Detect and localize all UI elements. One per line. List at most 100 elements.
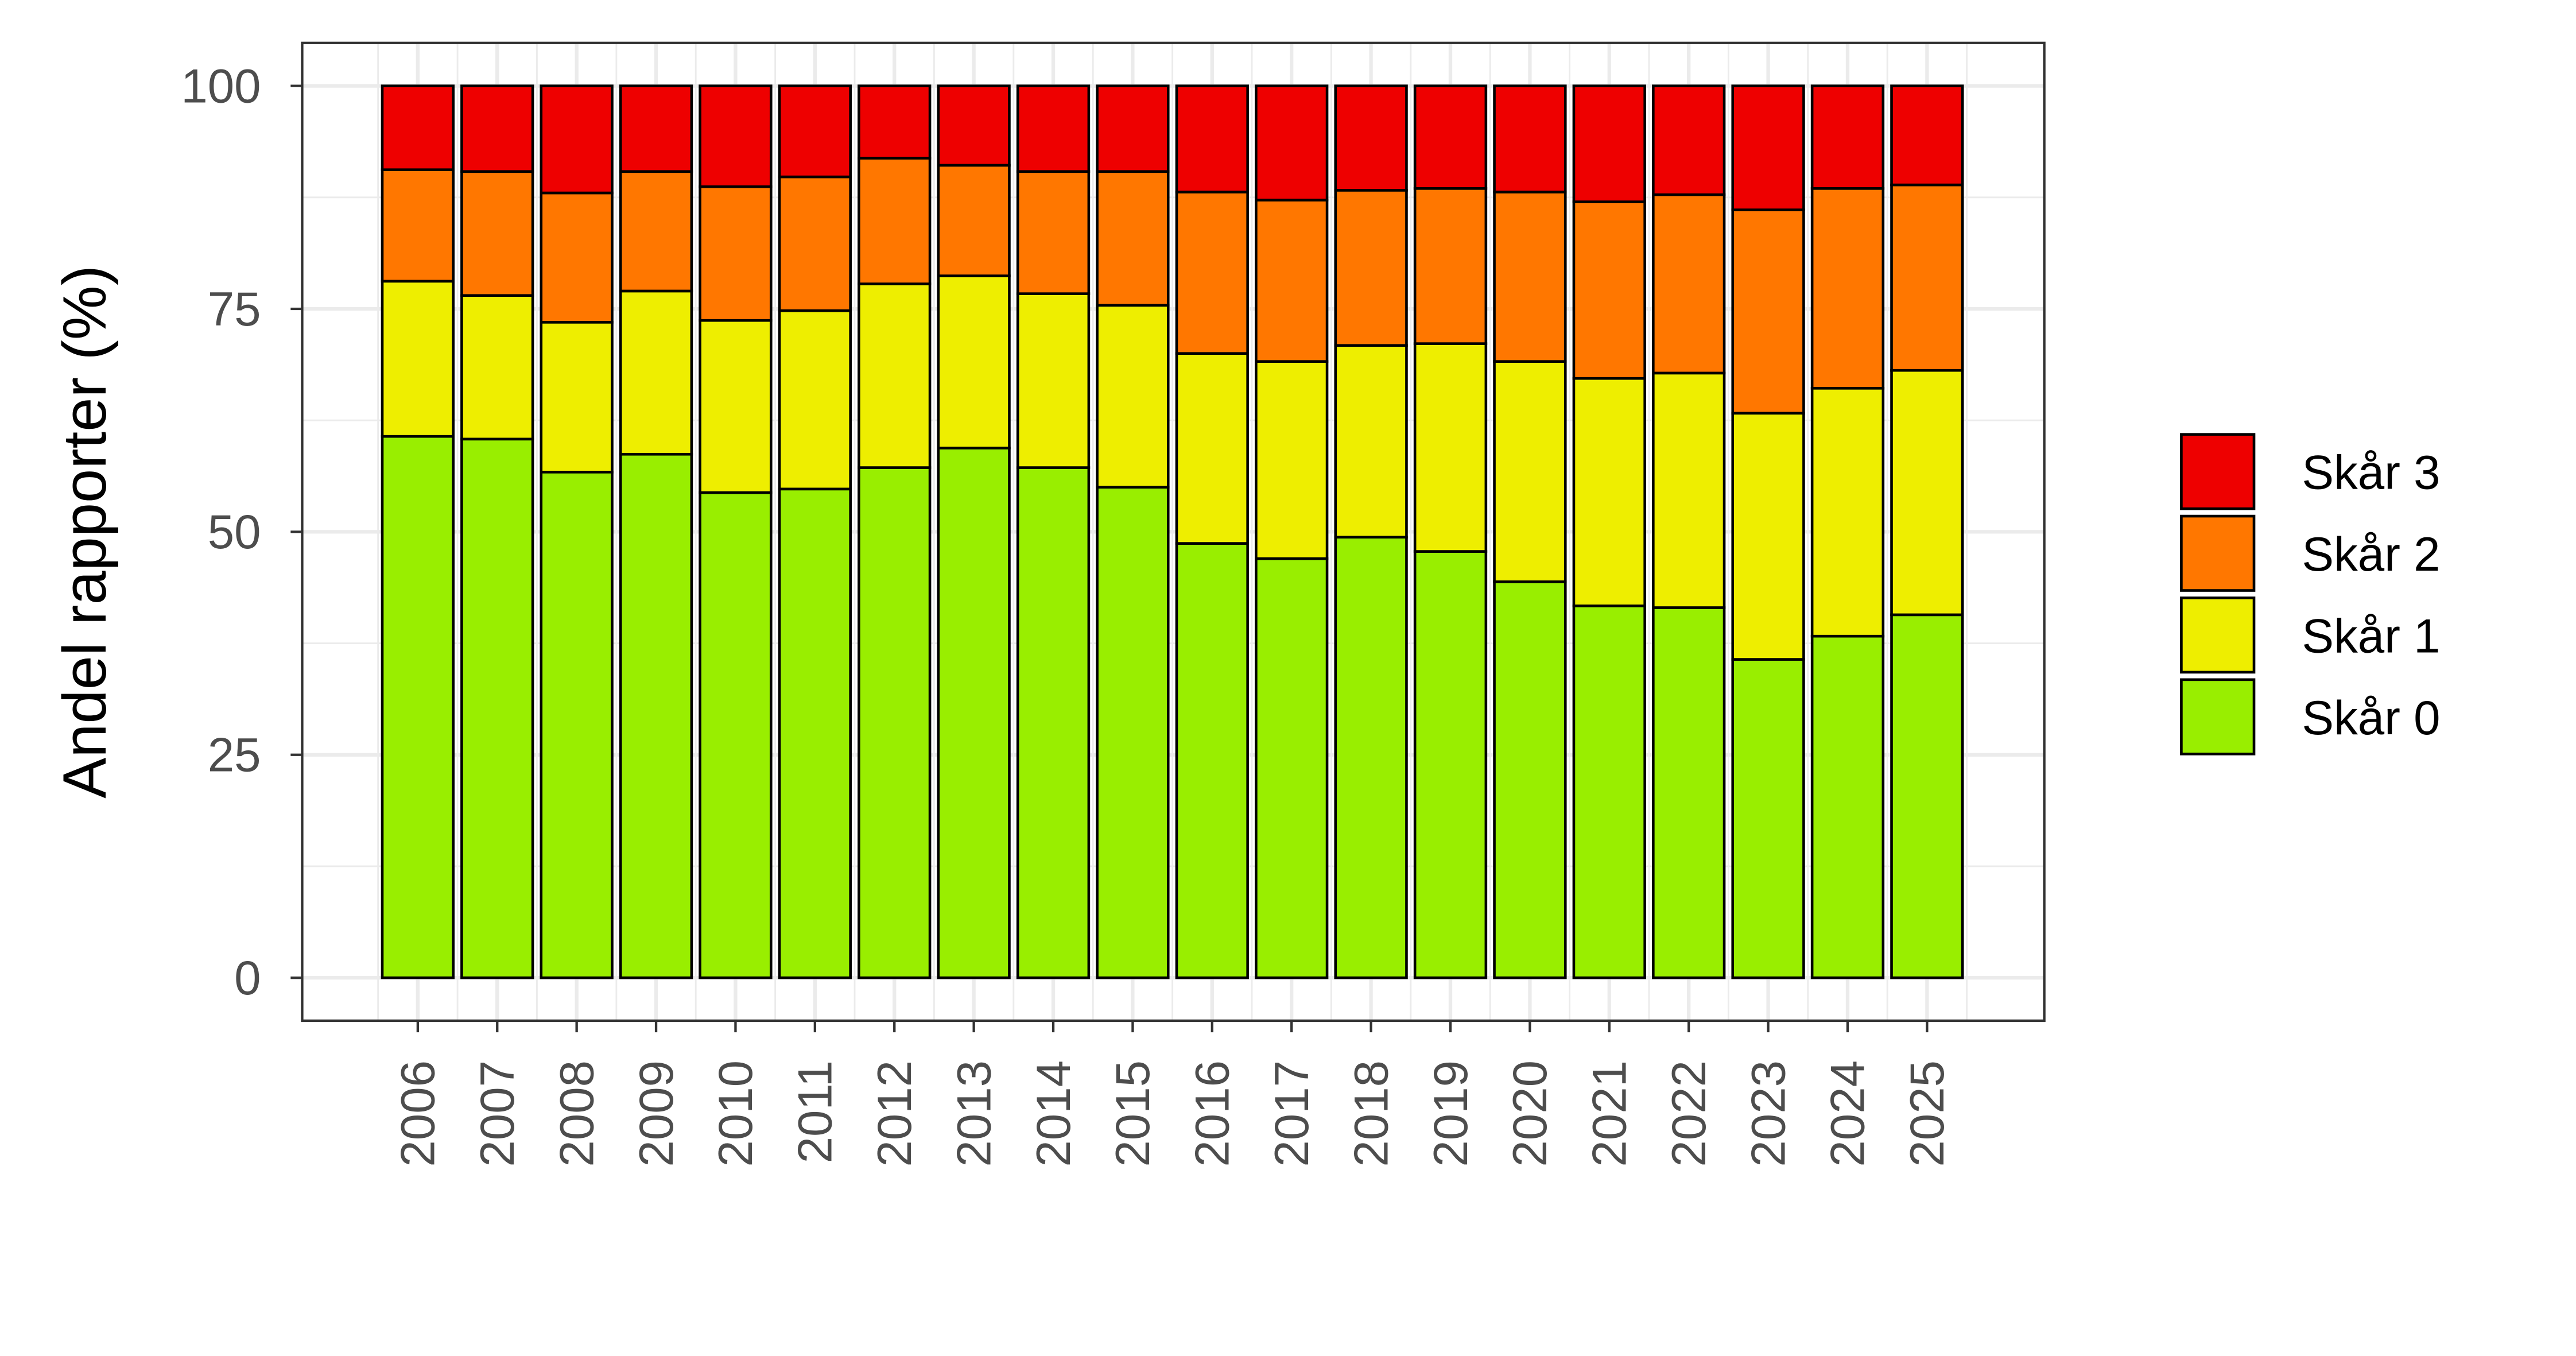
x-tick-label: 2023 <box>1741 1060 1795 1167</box>
legend: Skår 3 Skår 2 Skår 1 Skår 0 <box>2179 432 2441 756</box>
legend-label: Skår 3 <box>2302 445 2440 499</box>
y-tick-label: 0 <box>234 951 261 1005</box>
bar-2010-skår-1 <box>699 319 773 494</box>
bar-2012-skår-0 <box>858 466 932 979</box>
bar-2007-skår-3 <box>460 84 534 173</box>
bar-2014-skår-0 <box>1016 466 1091 979</box>
bar-2013-skår-3 <box>937 84 1011 167</box>
x-tick-label: 2019 <box>1423 1060 1477 1167</box>
legend-label: Skår 2 <box>2302 527 2440 581</box>
x-tick-label: 2025 <box>1900 1060 1954 1167</box>
bar-2009-skår-3 <box>619 84 693 173</box>
bar-2015-skår-0 <box>1096 486 1170 979</box>
x-tick-label: 2012 <box>867 1060 921 1167</box>
x-tick-label: 2008 <box>549 1060 603 1167</box>
bar-2020-skår-3 <box>1493 84 1567 193</box>
bar-2007-skår-1 <box>460 294 534 441</box>
y-tick-label: 75 <box>208 282 261 336</box>
bar-2025-skår-1 <box>1890 369 1964 617</box>
bar-2021-skår-1 <box>1572 377 1646 607</box>
bar-2014-skår-1 <box>1016 292 1091 469</box>
bar-2019-skår-2 <box>1413 187 1488 345</box>
bar-2013-skår-2 <box>937 164 1011 277</box>
bar-2011-skår-2 <box>778 175 852 312</box>
x-tick-label: 2015 <box>1105 1060 1159 1167</box>
x-tick-label: 2014 <box>1026 1060 1080 1167</box>
bar-2021-skår-2 <box>1572 200 1646 380</box>
bar-2014-skår-3 <box>1016 84 1091 173</box>
x-tick-label: 2016 <box>1185 1060 1239 1167</box>
bar-2021-skår-3 <box>1572 84 1646 203</box>
bar-2012-skår-1 <box>858 282 932 469</box>
x-tick-label: 2009 <box>629 1060 683 1167</box>
y-tick-label: 25 <box>208 728 261 782</box>
bar-2008-skår-0 <box>540 471 614 979</box>
bar-2019-skår-1 <box>1413 342 1488 553</box>
bars <box>381 84 1964 979</box>
bar-2010-skår-2 <box>699 185 773 322</box>
bar-2009-skår-2 <box>619 170 693 293</box>
bar-2008-skår-3 <box>540 84 614 195</box>
legend-swatch-skår-3 <box>2180 433 2256 510</box>
bar-2007-skår-0 <box>460 437 534 979</box>
bar-2010-skår-3 <box>699 84 773 188</box>
bar-2017-skår-1 <box>1255 360 1329 560</box>
bar-2016-skår-2 <box>1175 191 1249 355</box>
bar-2018-skår-2 <box>1334 189 1408 347</box>
legend-swatch-skår-1 <box>2180 596 2256 674</box>
legend-label: Skår 1 <box>2302 609 2440 662</box>
x-tick-label: 2020 <box>1503 1060 1557 1167</box>
bar-2016-skår-3 <box>1175 84 1249 193</box>
bar-2024-skår-1 <box>1810 386 1885 638</box>
bar-2015-skår-3 <box>1096 84 1170 173</box>
x-tick-label: 2021 <box>1582 1060 1636 1167</box>
bar-2012-skår-2 <box>858 157 932 285</box>
bar-2024-skår-3 <box>1810 84 1885 190</box>
bar-2013-skår-0 <box>937 447 1011 979</box>
x-tick-label: 2010 <box>708 1060 762 1167</box>
bar-2022-skår-0 <box>1652 606 1726 979</box>
bar-2006-skår-1 <box>381 280 455 438</box>
x-tick-label: 2011 <box>788 1060 842 1163</box>
legend-swatch-skår-2 <box>2180 514 2256 592</box>
bar-2018-skår-3 <box>1334 84 1408 192</box>
bar-2020-skår-0 <box>1493 580 1567 979</box>
bar-2025-skår-2 <box>1890 183 1964 372</box>
bar-2006-skår-3 <box>381 84 455 171</box>
bar-2019-skår-3 <box>1413 84 1488 190</box>
bar-2020-skår-2 <box>1493 191 1567 363</box>
bar-2022-skår-3 <box>1652 84 1726 196</box>
bar-2006-skår-0 <box>381 435 455 979</box>
bar-2010-skår-0 <box>699 491 773 979</box>
bar-2007-skår-2 <box>460 170 534 297</box>
bar-2022-skår-2 <box>1652 193 1726 375</box>
bar-2017-skår-3 <box>1255 84 1329 202</box>
x-tick-label: 2022 <box>1662 1060 1716 1167</box>
bar-2022-skår-1 <box>1652 371 1726 609</box>
x-tick-label: 2024 <box>1821 1060 1875 1167</box>
bar-2016-skår-1 <box>1175 352 1249 545</box>
bar-2015-skår-1 <box>1096 304 1170 489</box>
bar-2019-skår-0 <box>1413 550 1488 979</box>
bar-2016-skår-0 <box>1175 542 1249 979</box>
bar-2017-skår-2 <box>1255 199 1329 363</box>
x-tick-label: 2006 <box>391 1060 445 1167</box>
bar-2023-skår-3 <box>1731 84 1805 211</box>
bar-2015-skår-2 <box>1096 170 1170 307</box>
bar-2021-skår-0 <box>1572 605 1646 979</box>
bar-2008-skår-1 <box>540 321 614 474</box>
x-axis: 2006 2007 2008 2009 2010 2011 2012 2013 2014 2015… <box>391 1020 1954 1167</box>
y-tick-label: 100 <box>181 59 261 113</box>
bar-2012-skår-3 <box>858 84 932 160</box>
bar-2018-skår-0 <box>1334 536 1408 979</box>
bar-2024-skår-2 <box>1810 187 1885 390</box>
bar-2020-skår-1 <box>1493 360 1567 583</box>
x-tick-label: 2013 <box>946 1060 1000 1167</box>
bar-2023-skår-2 <box>1731 208 1805 415</box>
x-tick-label: 2017 <box>1264 1060 1318 1167</box>
bar-2008-skår-2 <box>540 191 614 324</box>
bar-2011-skår-3 <box>778 84 852 179</box>
y-axis-label: Andel rapporter (%) <box>51 265 119 799</box>
bar-2018-skår-1 <box>1334 344 1408 539</box>
